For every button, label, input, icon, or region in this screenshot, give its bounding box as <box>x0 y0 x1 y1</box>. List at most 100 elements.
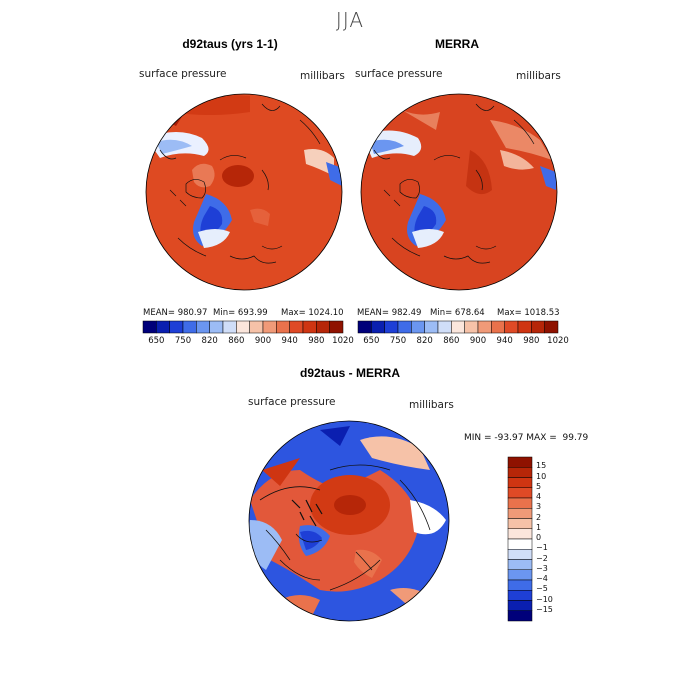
colorbar-swatch <box>357 320 372 334</box>
colorbar-swatch <box>384 320 399 334</box>
colorbar-swatch <box>507 610 533 622</box>
colorbar-tick-label: 650 <box>148 336 165 346</box>
colorbar-tick-label: −3 <box>536 563 548 573</box>
colorbar-swatch <box>222 320 237 334</box>
colorbar-swatch <box>249 320 264 334</box>
colorbar-swatch <box>236 320 250 334</box>
colorbar-swatch <box>196 320 210 334</box>
colorbar-tick-label: −4 <box>536 574 548 583</box>
map-panel3 <box>249 421 449 621</box>
colorbar-tick-label: −10 <box>536 594 553 604</box>
colorbar-swatch <box>491 320 505 334</box>
panel1-mean: MEAN= 980.97 <box>143 308 208 318</box>
colorbar-tick-label: 1020 <box>332 336 354 346</box>
colorbar-tick-label: 750 <box>174 336 192 346</box>
panel2-mean: MEAN= 982.49 <box>357 308 422 318</box>
colorbar-swatch <box>302 320 317 334</box>
colorbar-swatch <box>507 467 533 478</box>
colorbar-swatch <box>507 579 533 591</box>
colorbar-swatch <box>329 320 344 334</box>
map-panel3-border <box>248 420 450 622</box>
colorbar-panel2 <box>357 320 559 334</box>
colorbar-swatch <box>437 320 452 334</box>
colorbar-tick-label: 860 <box>443 336 460 346</box>
panel2-variable-label: surface pressure <box>355 68 443 80</box>
colorbar-swatch <box>507 518 533 529</box>
colorbar-tick-label: 1020 <box>547 336 569 346</box>
colorbar-swatch <box>507 497 533 509</box>
colorbar-tick-label: −5 <box>536 584 548 594</box>
colorbar-swatch <box>276 320 290 334</box>
colorbar-swatch <box>507 549 533 560</box>
colorbar-swatch <box>507 569 533 581</box>
panel1-units-label: millibars <box>300 70 345 82</box>
colorbar-swatch <box>477 320 492 334</box>
colorbar-tick-label: 820 <box>416 336 433 346</box>
panel1-max: Max= 1024.10 <box>281 308 344 318</box>
panel3-title: d92taus - MERRA <box>299 366 400 380</box>
colorbar-swatch <box>507 528 533 540</box>
colorbar-swatch <box>424 320 439 334</box>
panel1-variable-label: surface pressure <box>139 68 227 80</box>
panel1-title: d92taus (yrs 1-1) <box>182 37 278 51</box>
colorbar-swatch <box>464 320 479 334</box>
colorbar-swatch <box>156 320 170 334</box>
panel2-max: Max= 1018.53 <box>497 308 560 318</box>
colorbar-tick-label: 3 <box>536 502 542 512</box>
colorbar-swatch <box>397 320 412 334</box>
colorbar-tick-label: 940 <box>281 336 298 346</box>
panel3-variable-label: surface pressure <box>248 396 336 408</box>
colorbar-swatch <box>316 320 330 334</box>
colorbar-swatch <box>507 538 533 550</box>
map-panel2 <box>361 94 557 290</box>
colorbar-swatch <box>451 320 465 334</box>
colorbar-swatch <box>411 320 425 334</box>
colorbar-swatch <box>142 320 157 334</box>
colorbar-tick-label: 5 <box>536 481 542 491</box>
colorbar-tick-label: 0 <box>536 533 542 542</box>
colorbar-swatch <box>169 320 184 334</box>
colorbar-tick-label: 15 <box>536 461 547 471</box>
colorbar-swatch <box>507 477 533 488</box>
colorbar-swatch <box>504 320 519 334</box>
colorbar-tick-label: 650 <box>363 336 380 346</box>
colorbar-tick-label: 750 <box>389 336 407 346</box>
colorbar-swatch <box>507 456 533 468</box>
colorbar-tick-label: 980 <box>523 336 540 346</box>
colorbar-tick-label: 10 <box>536 471 547 481</box>
panel3-units-label: millibars <box>409 399 454 411</box>
colorbar-tick-label: −1 <box>536 543 548 553</box>
colorbar-tick-label: 1 <box>536 522 542 532</box>
colorbar-swatch <box>507 590 533 601</box>
colorbar-swatch <box>262 320 277 334</box>
panel3-minmax: MIN = -93.97 MAX = 99.79 <box>464 433 589 443</box>
colorbar-tick-label: 900 <box>469 336 487 346</box>
map-panel1-border <box>145 93 343 291</box>
colorbar-tick-label: 860 <box>228 336 245 346</box>
colorbar-swatch <box>371 320 385 334</box>
colorbar-tick-label: 820 <box>201 336 218 346</box>
panel2-min: Min= 678.64 <box>430 308 485 318</box>
colorbar-panel3 <box>507 456 533 622</box>
colorbar-swatch <box>209 320 224 334</box>
colorbar-tick-label: −15 <box>536 604 553 614</box>
colorbar-swatch <box>507 559 533 570</box>
colorbar-swatch <box>531 320 545 334</box>
map-panel1 <box>146 94 342 290</box>
map-panel2-border <box>360 93 558 291</box>
panel1-min: Min= 693.99 <box>213 308 268 318</box>
colorbar-tick-label: 940 <box>496 336 513 346</box>
panel2-units-label: millibars <box>516 70 561 82</box>
colorbar-swatch <box>507 508 533 519</box>
page-title: JJA <box>335 8 365 32</box>
colorbar-panel1 <box>142 320 344 334</box>
colorbar-tick-label: 4 <box>536 492 542 501</box>
colorbar-swatch <box>289 320 304 334</box>
colorbar-tick-label: 900 <box>254 336 272 346</box>
colorbar-swatch <box>517 320 532 334</box>
colorbar-swatch <box>507 487 533 499</box>
colorbar-tick-label: −2 <box>536 553 548 563</box>
colorbar-swatch <box>182 320 197 334</box>
colorbar-swatch <box>544 320 559 334</box>
colorbar-swatch <box>507 600 533 611</box>
